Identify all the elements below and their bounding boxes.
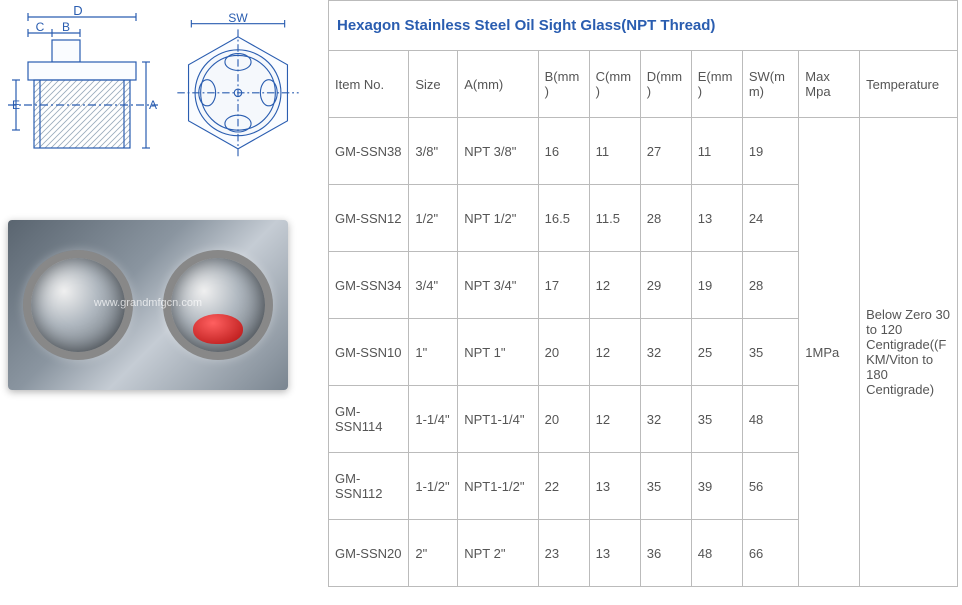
header-sw: SW(mm): [742, 51, 798, 118]
cell-d: 36: [640, 520, 691, 587]
cell-temp: Below Zero 30 to 120 Centigrade((FKM/Vit…: [860, 118, 958, 587]
cell-size: 1-1/4": [409, 386, 458, 453]
cell-b: 16: [538, 118, 589, 185]
front-view-diagram: SW: [168, 5, 318, 170]
cell-item: GM-SSN38: [329, 118, 409, 185]
cell-b: 17: [538, 252, 589, 319]
cell-item: GM-SSN114: [329, 386, 409, 453]
cell-e: 25: [691, 319, 742, 386]
cell-b: 20: [538, 386, 589, 453]
cell-item: GM-SSN20: [329, 520, 409, 587]
header-row: Item No. Size A(mm) B(mm) C(mm) D(mm) E(…: [329, 51, 958, 118]
cell-sw: 24: [742, 185, 798, 252]
label-c: C: [36, 20, 45, 34]
cell-item: GM-SSN34: [329, 252, 409, 319]
cell-item: GM-SSN112: [329, 453, 409, 520]
cell-sw: 19: [742, 118, 798, 185]
cell-a: NPT 1/2": [458, 185, 538, 252]
cell-sw: 35: [742, 319, 798, 386]
header-temp: Temperature: [860, 51, 958, 118]
cell-a: NPT 3/8": [458, 118, 538, 185]
cell-c: 12: [589, 386, 640, 453]
cell-c: 13: [589, 520, 640, 587]
cell-c: 13: [589, 453, 640, 520]
cell-d: 32: [640, 386, 691, 453]
label-sw: SW: [228, 11, 248, 25]
cell-c: 11.5: [589, 185, 640, 252]
label-d: D: [73, 5, 82, 18]
side-view-diagram: D C B: [8, 5, 158, 170]
cell-e: 39: [691, 453, 742, 520]
cell-sw: 66: [742, 520, 798, 587]
cell-sw: 28: [742, 252, 798, 319]
cell-e: 19: [691, 252, 742, 319]
cell-d: 29: [640, 252, 691, 319]
cell-size: 1-1/2": [409, 453, 458, 520]
header-d: D(mm): [640, 51, 691, 118]
label-b: B: [62, 20, 70, 34]
cell-d: 35: [640, 453, 691, 520]
technical-diagrams: D C B: [8, 0, 318, 175]
label-e: E: [12, 98, 20, 112]
cell-b: 16.5: [538, 185, 589, 252]
cell-e: 11: [691, 118, 742, 185]
cell-d: 28: [640, 185, 691, 252]
cell-e: 13: [691, 185, 742, 252]
header-a: A(mm): [458, 51, 538, 118]
header-b: B(mm): [538, 51, 589, 118]
cell-size: 3/8": [409, 118, 458, 185]
header-mpa: Max Mpa: [799, 51, 860, 118]
cell-size: 1": [409, 319, 458, 386]
watermark-text: www.grandmfgcn.com: [94, 297, 202, 309]
cell-e: 35: [691, 386, 742, 453]
cell-a: NPT 3/4": [458, 252, 538, 319]
cell-size: 3/4": [409, 252, 458, 319]
cell-d: 27: [640, 118, 691, 185]
header-e: E(mm): [691, 51, 742, 118]
cell-a: NPT1-1/2": [458, 453, 538, 520]
cell-a: NPT 2": [458, 520, 538, 587]
cell-c: 11: [589, 118, 640, 185]
spec-table-container: Hexagon Stainless Steel Oil Sight Glass(…: [328, 0, 958, 587]
cell-c: 12: [589, 252, 640, 319]
table-title: Hexagon Stainless Steel Oil Sight Glass(…: [329, 1, 958, 51]
cell-sw: 56: [742, 453, 798, 520]
cell-size: 1/2": [409, 185, 458, 252]
cell-c: 12: [589, 319, 640, 386]
cell-e: 48: [691, 520, 742, 587]
cell-b: 22: [538, 453, 589, 520]
cell-item: GM-SSN10: [329, 319, 409, 386]
spec-table: Hexagon Stainless Steel Oil Sight Glass(…: [328, 0, 958, 587]
table-row: GM-SSN383/8"NPT 3/8"16112711191MPaBelow …: [329, 118, 958, 185]
cell-size: 2": [409, 520, 458, 587]
cell-a: NPT1-1/4": [458, 386, 538, 453]
cell-b: 20: [538, 319, 589, 386]
header-item: Item No.: [329, 51, 409, 118]
label-a: A: [149, 98, 157, 112]
cell-mpa: 1MPa: [799, 118, 860, 587]
cell-a: NPT 1": [458, 319, 538, 386]
left-column: D C B: [8, 0, 318, 390]
header-size: Size: [409, 51, 458, 118]
cell-d: 32: [640, 319, 691, 386]
cell-sw: 48: [742, 386, 798, 453]
header-c: C(mm): [589, 51, 640, 118]
title-row: Hexagon Stainless Steel Oil Sight Glass(…: [329, 1, 958, 51]
product-photo: www.grandmfgcn.com: [8, 220, 288, 390]
cell-b: 23: [538, 520, 589, 587]
cell-item: GM-SSN12: [329, 185, 409, 252]
